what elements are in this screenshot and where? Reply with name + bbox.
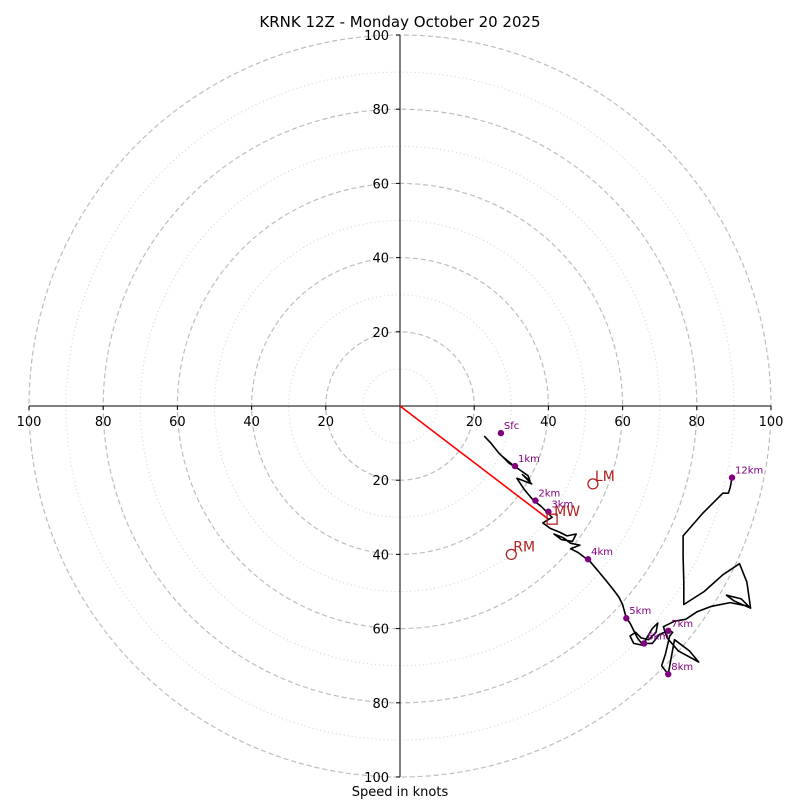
height-marker-label: 2km — [538, 489, 560, 500]
x-tick-label: 20 — [318, 415, 335, 430]
x-tick-label: 80 — [95, 415, 112, 430]
y-tick-label: 60 — [372, 623, 389, 638]
y-tick-label: 100 — [364, 771, 389, 786]
height-marker-8km — [665, 671, 672, 678]
height-marker-7km — [665, 627, 672, 635]
y-tick-label: 40 — [372, 252, 389, 267]
storm-motion-mw-label: MW — [554, 504, 580, 520]
height-marker-label: 3km — [551, 500, 573, 511]
height-marker-1km — [511, 462, 519, 470]
x-tick-label: 40 — [540, 415, 557, 430]
height-marker-label: 12km — [735, 466, 763, 477]
height-marker-label: Sfc — [504, 421, 519, 432]
x-tick-label: 60 — [169, 415, 186, 430]
height-marker-label: 8km — [671, 662, 693, 673]
height-marker-label: 4km — [591, 547, 613, 558]
x-tick-label: 20 — [466, 415, 483, 430]
height-marker-6km — [640, 640, 648, 647]
x-tick-label: 80 — [689, 415, 706, 430]
shear-line — [399, 405, 549, 520]
storm-motion-rm-label: RM — [513, 539, 535, 555]
x-tick-label: 100 — [17, 415, 42, 430]
y-tick-label: 20 — [372, 326, 389, 341]
storm-motion-lm-marker — [587, 478, 599, 490]
height-marker-label: 1km — [518, 454, 540, 465]
chart-title: KRNK 12Z - Monday October 20 2025 — [259, 13, 540, 31]
x-axis-label: Speed in knots — [352, 785, 449, 800]
x-tick-label: 100 — [759, 415, 784, 430]
height-marker-label: 5km — [629, 606, 651, 617]
height-marker-4km — [584, 556, 592, 563]
x-tick-label: 60 — [614, 415, 631, 430]
storm-motions: LM MW RM — [505, 469, 615, 561]
height-marker-3km — [545, 508, 552, 515]
y-tick-label: 100 — [364, 29, 389, 44]
storm-motion-mw-marker — [546, 513, 558, 525]
height-marker-5km — [623, 615, 630, 622]
x-tick-label: 40 — [243, 415, 260, 430]
storm-motion-lm-label: LM — [595, 469, 615, 485]
y-tick-label: 60 — [372, 177, 389, 192]
height-marker-12km — [728, 474, 736, 481]
storm-motion-rm-marker — [505, 548, 517, 561]
height-marker-label: 7km — [671, 619, 693, 630]
tick-labels: 100 80 60 40 20 20 40 60 80 100 100 80 60 40 20 20 40 60 8… — [17, 29, 784, 786]
shear-vector — [399, 405, 549, 520]
hodograph-trace — [483, 435, 752, 676]
y-tick-label: 80 — [372, 103, 389, 118]
wind-trace-line — [483, 435, 752, 676]
height-marker-2km — [532, 497, 539, 504]
y-tick-label: 20 — [372, 474, 389, 489]
height-marker-sfc — [497, 429, 505, 437]
y-tick-label: 80 — [372, 697, 389, 712]
y-tick-label: 40 — [372, 548, 389, 563]
height-marker-label: 6km — [647, 631, 669, 642]
